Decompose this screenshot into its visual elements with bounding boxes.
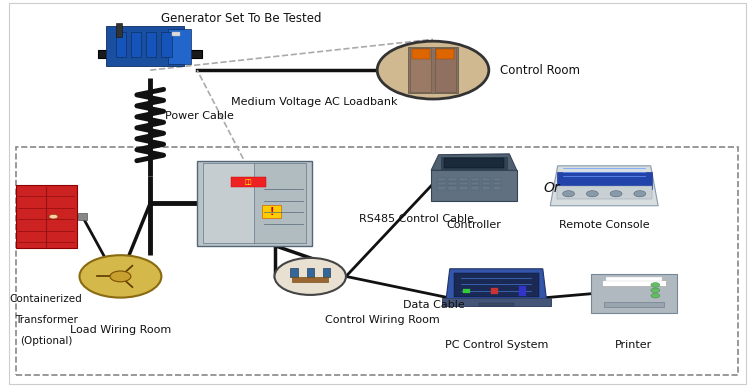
Bar [604, 301, 664, 307]
Circle shape [610, 191, 622, 197]
Bar [556, 186, 652, 199]
Bar [196, 161, 312, 246]
Text: Load Wiring Room: Load Wiring Room [70, 325, 171, 335]
Text: Data Cable: Data Cable [404, 300, 465, 310]
Circle shape [651, 283, 660, 287]
Polygon shape [550, 166, 658, 206]
Text: Medium Voltage AC Loadbank: Medium Voltage AC Loadbank [231, 97, 398, 107]
Bar [482, 187, 490, 190]
Bar [493, 182, 501, 185]
Bar [410, 48, 431, 92]
Bar [444, 158, 504, 168]
Text: Generator Set To Be Tested: Generator Set To Be Tested [161, 12, 322, 25]
Text: RS485 Control Cable: RS485 Control Cable [358, 214, 473, 224]
Circle shape [651, 288, 660, 293]
Circle shape [274, 258, 346, 295]
Bar [606, 277, 662, 281]
Text: Transformer: Transformer [14, 315, 77, 325]
Text: Control Wiring Room: Control Wiring Room [325, 315, 440, 325]
Bar [435, 48, 456, 92]
Text: (Optional): (Optional) [20, 336, 72, 346]
Bar [323, 268, 330, 277]
Circle shape [49, 214, 58, 219]
Bar [470, 182, 479, 185]
Bar [493, 187, 501, 190]
Text: Containerized: Containerized [10, 294, 82, 304]
Bar [116, 33, 126, 57]
Bar [203, 163, 255, 243]
Bar [262, 205, 281, 218]
Bar [437, 178, 446, 181]
Bar [470, 187, 479, 190]
Bar [161, 33, 172, 57]
Circle shape [377, 41, 489, 99]
Bar [493, 178, 501, 181]
Bar [254, 163, 306, 243]
Bar [168, 29, 190, 64]
Bar [448, 187, 457, 190]
Bar [490, 288, 498, 294]
Bar [146, 33, 157, 57]
Circle shape [586, 191, 598, 197]
Circle shape [80, 255, 161, 298]
Bar [116, 23, 122, 37]
Bar [602, 280, 666, 286]
Circle shape [634, 191, 646, 197]
Circle shape [562, 191, 574, 197]
Bar [408, 47, 458, 93]
Bar [16, 185, 76, 248]
Bar [448, 182, 457, 185]
Bar [437, 187, 446, 190]
Bar [437, 182, 446, 185]
Text: Remote Console: Remote Console [559, 221, 650, 231]
Text: Printer: Printer [615, 340, 652, 350]
Bar [131, 33, 141, 57]
Text: PC Control System: PC Control System [445, 340, 548, 350]
Text: Power Cable: Power Cable [165, 111, 234, 122]
Bar [556, 172, 652, 189]
Bar [482, 178, 490, 181]
Bar [442, 298, 550, 307]
Bar [307, 268, 314, 277]
Bar [172, 32, 181, 36]
Bar [231, 176, 266, 187]
Bar [463, 289, 470, 293]
Bar [454, 273, 539, 297]
Polygon shape [446, 269, 547, 300]
Bar [412, 49, 430, 59]
Bar [292, 277, 328, 282]
Bar [448, 178, 457, 181]
Bar [470, 178, 479, 181]
Bar [431, 170, 517, 201]
Bar [78, 213, 87, 220]
Bar [478, 303, 514, 306]
Text: !: ! [269, 207, 274, 217]
Bar [440, 156, 507, 169]
Bar [460, 178, 468, 181]
Bar [436, 49, 454, 59]
Bar [591, 274, 676, 313]
Circle shape [651, 293, 660, 298]
Text: Or: Or [544, 181, 560, 195]
Bar [519, 286, 526, 296]
Polygon shape [431, 154, 517, 170]
Bar [106, 26, 184, 67]
Text: Control Room: Control Room [500, 63, 580, 77]
Bar [98, 50, 202, 58]
Bar [290, 268, 298, 277]
Text: Controller: Controller [446, 221, 502, 231]
Text: 品牌: 品牌 [245, 179, 253, 185]
Circle shape [110, 271, 130, 282]
Bar [16, 147, 738, 375]
Bar [460, 182, 468, 185]
Bar [460, 187, 468, 190]
Bar [482, 182, 490, 185]
